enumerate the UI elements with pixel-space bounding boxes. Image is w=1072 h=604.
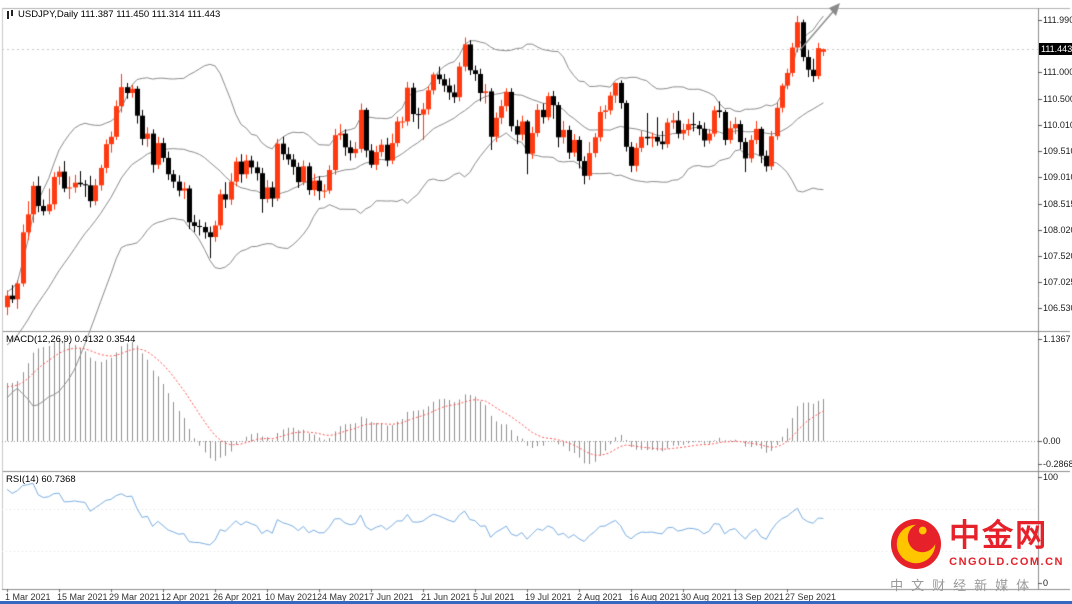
date-tick-label: 15 Mar 2021 bbox=[57, 592, 108, 602]
date-tick-label: 24 May 2021 bbox=[317, 592, 370, 602]
watermark-slogan: 中文财经新媒体 bbox=[890, 578, 1038, 593]
price-tick-label: 111.000 bbox=[1043, 67, 1072, 78]
date-tick-label: 1 Mar 2021 bbox=[5, 592, 51, 602]
price-tick-label: 109.010 bbox=[1043, 172, 1072, 183]
rsi-tick-label: 100 bbox=[1043, 472, 1059, 482]
date-tick-label: 26 Apr 2021 bbox=[213, 592, 262, 602]
macd-indicator-label: MACD(12,26,9) 0.4132 0.3544 bbox=[6, 334, 136, 345]
rsi-tick-label: 0 bbox=[1043, 578, 1049, 588]
price-tick-label: 108.020 bbox=[1043, 224, 1072, 235]
cngold-logo-icon bbox=[891, 518, 942, 570]
macd-tick-label: 0.00 bbox=[1043, 436, 1061, 447]
cngold-watermark: 中金网 CNGOLD.COM.CN 中文财经新媒体 bbox=[890, 518, 1064, 594]
date-tick-label: 29 Mar 2021 bbox=[109, 592, 160, 602]
chart-title: USDJPY,Daily 111.387 111.450 111.314 111… bbox=[6, 9, 220, 20]
watermark-brand-name: 中金网 bbox=[949, 518, 1049, 554]
price-tick-label: 107.520 bbox=[1043, 251, 1072, 262]
rsi-indicator-label: RSI(14) 60.7368 bbox=[6, 474, 76, 485]
date-tick-label: 16 Aug 2021 bbox=[629, 592, 680, 602]
date-tick-label: 19 Jul 2021 bbox=[525, 592, 572, 602]
price-tick-label: 110.010 bbox=[1043, 119, 1072, 130]
macd-tick-label: -0.2868 bbox=[1043, 459, 1072, 469]
price-tick-label: 111.990 bbox=[1043, 15, 1072, 26]
candlestick-chart-icon bbox=[7, 10, 13, 19]
price-tick-label: 107.025 bbox=[1043, 277, 1072, 288]
date-tick-label: 7 Jun 2021 bbox=[369, 592, 414, 602]
price-tick-label: 109.510 bbox=[1043, 146, 1072, 157]
price-tick-label: 110.500 bbox=[1043, 93, 1072, 104]
price-tick-label: 108.515 bbox=[1043, 198, 1072, 209]
date-tick-label: 30 Aug 2021 bbox=[681, 592, 732, 602]
date-tick-label: 13 Sep 2021 bbox=[733, 592, 785, 602]
watermark-domain: CNGOLD.COM.CN bbox=[949, 555, 1064, 568]
current-price-tag: 111.443 bbox=[1039, 43, 1072, 55]
date-tick-label: 2 Aug 2021 bbox=[577, 592, 623, 602]
chart-title-text: USDJPY,Daily 111.387 111.450 111.314 111… bbox=[18, 9, 221, 20]
date-tick-label: 27 Sep 2021 bbox=[785, 592, 837, 602]
date-tick-label: 12 Apr 2021 bbox=[161, 592, 210, 602]
current-price-value: 111.443 bbox=[1041, 44, 1072, 54]
price-tick-label: 106.530 bbox=[1043, 303, 1072, 314]
date-tick-label: 5 Jul 2021 bbox=[473, 592, 515, 602]
date-tick-label: 21 Jun 2021 bbox=[421, 592, 471, 602]
macd-tick-label: 1.1367 bbox=[1043, 334, 1071, 344]
date-tick-label: 10 May 2021 bbox=[265, 592, 318, 602]
window-bottom-border bbox=[0, 601, 1072, 604]
